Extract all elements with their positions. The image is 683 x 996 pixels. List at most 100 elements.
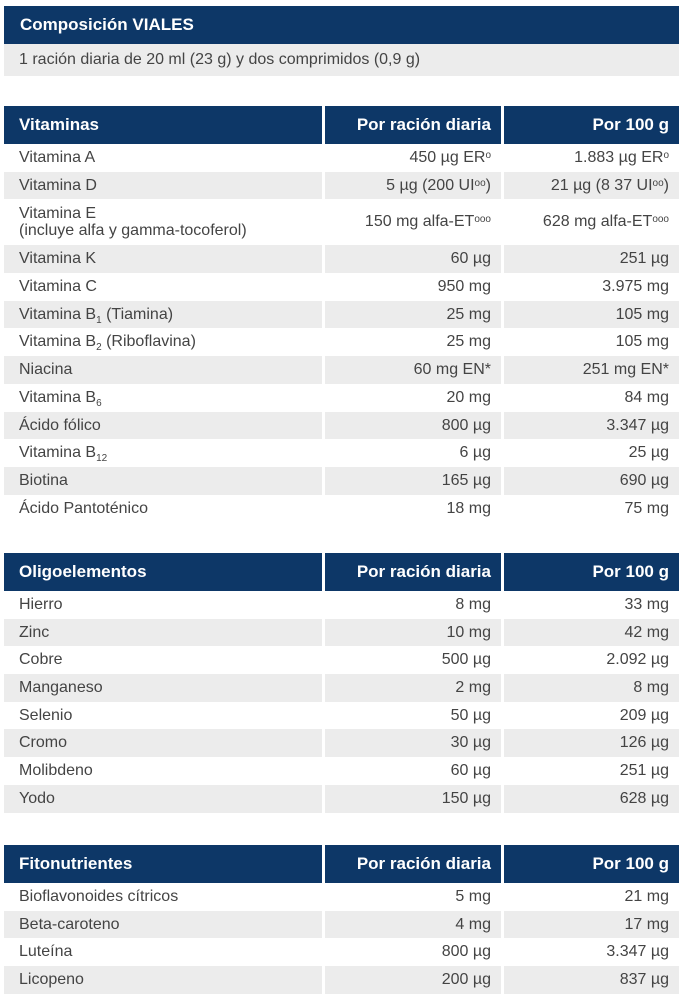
table-row: Molibdeno 60 µg 251 µg xyxy=(4,757,679,785)
per-100g-text: 2.092 µg xyxy=(606,651,669,669)
per-serving-text: 800 µg xyxy=(441,943,491,961)
per-serving-text: 200 µg xyxy=(441,971,491,989)
table-row: Vitamina C 950 mg 3.975 mg xyxy=(4,273,679,301)
per-serving-value: 60 µg xyxy=(325,757,501,785)
per-100g-value: 3.347 µg xyxy=(504,938,679,966)
per-serving-value: 800 µg xyxy=(325,411,501,440)
per-serving-value: 25 mg xyxy=(325,328,501,356)
per-100g-text: 3.975 mg xyxy=(602,278,669,296)
per-serving-value: 18 mg xyxy=(325,495,501,523)
per-100g-text: 251 µg xyxy=(619,250,669,268)
nutrient-name-text: Molibdeno xyxy=(19,762,93,780)
per-serving-text: 60 mg EN* xyxy=(413,361,491,379)
nutrient-name-text: Ácido fólico xyxy=(19,416,101,434)
nutrient-name-text: Vitamina D xyxy=(19,176,97,194)
table-row: Vitamina E (incluye alfa y gamma-tocofero… xyxy=(4,199,679,245)
per-serving-value: 10 mg xyxy=(325,618,501,647)
per-serving-text: 2 mg xyxy=(455,679,491,697)
nutrient-name: Vitamina D xyxy=(4,171,322,200)
per-100g-superscript: oo xyxy=(652,177,664,189)
per-100g-text: 628 mg alfa-ET xyxy=(542,213,653,231)
nutrient-name: Zinc xyxy=(4,618,322,647)
nutrient-name: Hierro xyxy=(4,591,322,619)
per-serving-value: 5 mg xyxy=(325,883,501,911)
per-serving-text: 25 mg xyxy=(446,333,491,351)
per-serving-value: 6 µg xyxy=(325,439,501,467)
per-serving-text: 150 µg xyxy=(441,789,491,807)
per-100g-text: 126 µg xyxy=(619,734,669,752)
per-serving-text: 5 mg xyxy=(455,888,491,905)
nutrient-name-text: Niacina xyxy=(19,361,73,379)
per-serving-value: 60 mg EN* xyxy=(325,356,501,384)
per-100g-text: 105 mg xyxy=(615,333,669,351)
per-serving-superscript: o xyxy=(485,150,491,161)
per-100g-value: 25 µg xyxy=(504,439,679,467)
nutrient-name-text: Vitamina B xyxy=(19,444,97,462)
per-100g-text: 1.883 µg ER xyxy=(574,149,664,166)
per-serving-text: 150 mg alfa-ET xyxy=(364,213,475,231)
per-100g-text: 21 µg (8 37 UI xyxy=(550,176,653,194)
nutrient-name-text: Licopeno xyxy=(19,971,84,989)
per-100g-text: 251 µg xyxy=(619,762,669,780)
nutrient-name: Vitamina C xyxy=(4,273,322,301)
nutrient-name-tail: (Tiamina) xyxy=(101,305,174,323)
nutrient-name-text: Cromo xyxy=(19,734,68,752)
table-row: Yodo 150 µg 628 µg xyxy=(4,784,679,813)
nutrient-name: Niacina xyxy=(4,356,322,384)
column-header-nutrient: Oligoelementos xyxy=(4,553,322,591)
nutrient-name-text: Vitamina E xyxy=(19,205,97,223)
nutrient-name: Vitamina B1 (Tiamina) xyxy=(4,300,322,329)
per-100g-value: 17 mg xyxy=(504,910,679,939)
per-100g-text: 690 µg xyxy=(619,471,669,489)
nutrient-name: Vitamina B2 (Riboflavina) xyxy=(4,328,322,356)
per-serving-text: 60 µg xyxy=(450,250,491,268)
nutrient-name: Luteína xyxy=(4,938,322,966)
table-row: Zinc 10 mg 42 mg xyxy=(4,618,679,647)
nutrient-name: Vitamina B12 xyxy=(4,439,322,467)
per-100g-text: 17 mg xyxy=(624,915,669,933)
per-serving-value: 165 µg xyxy=(325,466,501,495)
per-serving-value: 5 µg (200 UIoo) xyxy=(325,171,501,200)
per-100g-value: 837 µg xyxy=(504,966,679,994)
table-row: Beta-caroteno 4 mg 17 mg xyxy=(4,910,679,939)
per-100g-superscript: o xyxy=(663,150,669,161)
nutrient-name: Cobre xyxy=(4,646,322,674)
table-header: Fitonutrientes Por ración diaria Por 100 g xyxy=(4,845,679,883)
nutrient-name-text: Vitamina C xyxy=(19,278,97,296)
table-row: Ácido Pantoténico 18 mg 75 mg xyxy=(4,495,679,523)
table-row: Biotina 165 µg 690 µg xyxy=(4,466,679,495)
nutrient-name: Vitamina B6 xyxy=(4,384,322,412)
per-serving-text: 5 µg (200 UI xyxy=(386,176,475,194)
composition-title: Composición VIALES xyxy=(4,6,679,44)
nutrient-name-text: Zinc xyxy=(19,623,50,641)
column-header-nutrient: Vitaminas xyxy=(4,106,322,144)
nutrient-name-subscript: 6 xyxy=(96,398,102,409)
per-100g-value: 33 mg xyxy=(504,591,679,619)
serving-description: 1 ración diaria de 20 ml (23 g) y dos co… xyxy=(4,44,679,76)
per-serving-value: 20 mg xyxy=(325,384,501,412)
per-100g-text: 21 mg xyxy=(624,888,669,905)
per-100g-value: 251 mg EN* xyxy=(504,356,679,384)
per-100g-text: 8 mg xyxy=(633,679,669,697)
table-header: Oligoelementos Por ración diaria Por 100 g xyxy=(4,553,679,591)
per-100g-text: 628 µg xyxy=(619,789,669,807)
per-100g-value: 690 µg xyxy=(504,466,679,495)
per-100g-value: 126 µg xyxy=(504,729,679,758)
per-serving-text: 20 mg xyxy=(446,388,491,406)
table-row: Vitamina A 450 µg ERo 1.883 µg ERo xyxy=(4,144,679,172)
per-serving-value: 4 mg xyxy=(325,910,501,939)
per-100g-text: 75 mg xyxy=(624,499,669,517)
table-row: Niacina 60 mg EN* 251 mg EN* xyxy=(4,356,679,384)
nutrient-name-text: Vitamina A xyxy=(19,149,96,166)
per-serving-value: 800 µg xyxy=(325,938,501,966)
table-header: Vitaminas Por ración diaria Por 100 g xyxy=(4,106,679,144)
nutrient-name-subscript: 1 xyxy=(96,314,102,326)
table-row: Cromo 30 µg 126 µg xyxy=(4,729,679,758)
table-row: Manganeso 2 mg 8 mg xyxy=(4,674,679,702)
table-row: Selenio 50 µg 209 µg xyxy=(4,702,679,730)
nutrient-name: Beta-caroteno xyxy=(4,910,322,939)
table-row: Vitamina B2 (Riboflavina) 25 mg 105 mg xyxy=(4,328,679,356)
nutrient-name-text: Vitamina B xyxy=(19,333,97,351)
per-100g-value: 21 µg (8 37 UIoo) xyxy=(504,171,679,200)
